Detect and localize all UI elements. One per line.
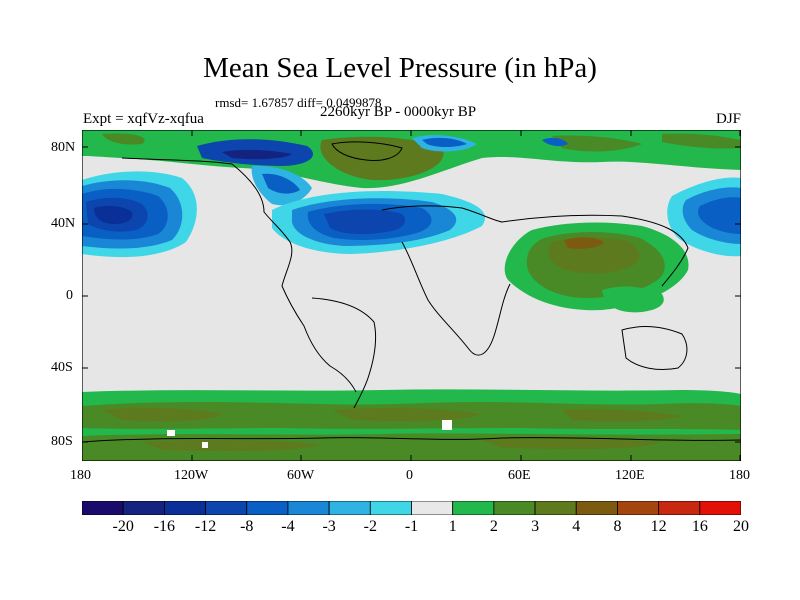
colorbar-box [205,501,248,515]
colorbar-box [411,501,454,515]
colorbar-label: -3 [322,518,336,535]
colorbar-box [246,501,289,515]
colorbar-box [287,501,330,515]
colorbar-label: 4 [572,518,581,535]
colorbar-label: -8 [240,518,254,535]
colorbar-box [122,501,165,515]
colorbar-box [617,501,660,515]
colorbar-box [163,501,206,515]
colorbar-label: 20 [733,518,749,535]
colorbar-box [699,501,741,515]
colorbar-label: -12 [194,518,217,535]
colorbar-box [328,501,371,515]
colorbar-label: 2 [489,518,498,535]
colorbar [82,501,741,515]
lat-label: 40S [51,360,73,375]
southern-ocean-band [82,389,741,461]
pressure-map [82,130,741,461]
colorbar-label: 16 [691,518,708,535]
asia-indian-high [504,222,689,313]
colorbar-label: -20 [112,518,134,535]
colorbar-label: -2 [363,518,377,535]
lat-label: 40N [51,216,76,231]
colorbar-box [575,501,618,515]
colorbar-box [369,501,412,515]
colorbar-label: -16 [153,518,176,535]
colorbar-box [82,501,124,515]
lon-label: 0 [406,468,413,483]
north-pacific-low-west [82,171,197,258]
lat-label: 80N [51,140,76,155]
experiment-label: Expt = xqfVz-xqfua [83,111,204,127]
arctic-anomaly-band [82,130,741,206]
rmsd-diff-stats: rmsd= 1.67857 diff= 0.0499878 [215,95,382,110]
lon-label: 180 [70,468,91,483]
north-pacific-low-east [667,177,741,257]
colorbar-box [452,501,495,515]
coastlines [82,141,741,443]
lon-label: 60E [508,468,531,483]
colorbar-box [493,501,536,515]
colorbar-label: 1 [448,518,457,535]
colorbar-box [534,501,577,515]
lon-label: 120W [174,468,209,483]
lon-label: 60W [287,468,315,483]
lon-label: 120E [615,468,645,483]
season-label: DJF [715,111,741,127]
colorbar-label: -4 [281,518,295,535]
map-ticks [82,130,741,461]
lat-label: 0 [66,288,73,303]
colorbar-label: 12 [650,518,667,535]
colorbar-label: 8 [613,518,622,535]
lat-label: 80S [51,434,73,449]
colorbar-box [658,501,701,515]
lon-label: 180 [729,468,750,483]
colorbar-label: 3 [531,518,540,535]
colorbar-label: -1 [404,518,419,535]
north-atlantic-low [272,191,486,254]
map-title: Mean Sea Level Pressure (in hPa) [203,52,597,84]
period-label: 2260kyr BP - 0000kyr BP [320,104,477,120]
